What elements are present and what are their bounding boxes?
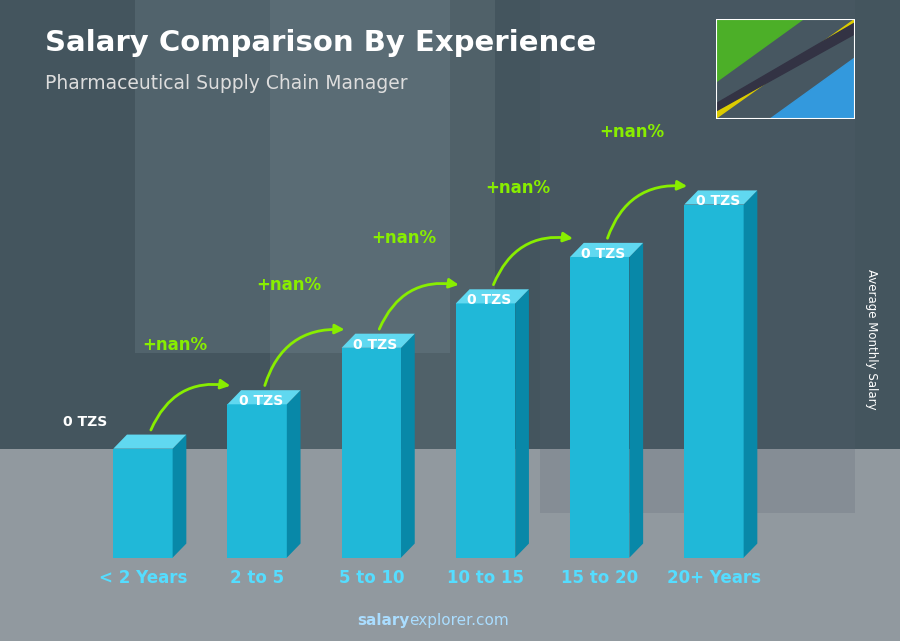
Text: salary: salary	[357, 613, 410, 628]
Polygon shape	[716, 19, 796, 77]
Text: 0 TZS: 0 TZS	[353, 338, 397, 352]
Polygon shape	[629, 243, 643, 558]
Bar	[342, 348, 401, 558]
Text: 0 TZS: 0 TZS	[63, 415, 107, 429]
Text: Salary Comparison By Experience: Salary Comparison By Experience	[45, 29, 596, 57]
Text: Pharmaceutical Supply Chain Manager: Pharmaceutical Supply Chain Manager	[45, 74, 408, 93]
Text: Average Monthly Salary: Average Monthly Salary	[865, 269, 878, 410]
Polygon shape	[716, 19, 802, 81]
Text: +nan%: +nan%	[485, 179, 550, 197]
Bar	[455, 303, 515, 558]
Text: +nan%: +nan%	[142, 336, 208, 354]
Text: +nan%: +nan%	[256, 276, 321, 294]
Polygon shape	[716, 19, 855, 119]
Polygon shape	[515, 289, 529, 558]
Polygon shape	[716, 23, 855, 112]
Polygon shape	[113, 435, 186, 449]
Polygon shape	[342, 334, 415, 348]
Bar	[113, 449, 173, 558]
Text: 0 TZS: 0 TZS	[581, 247, 625, 261]
Text: 0 TZS: 0 TZS	[696, 194, 740, 208]
Bar	[540, 0, 855, 513]
Polygon shape	[228, 390, 301, 404]
Polygon shape	[774, 61, 855, 119]
Text: 0 TZS: 0 TZS	[238, 394, 284, 408]
Text: 0 TZS: 0 TZS	[467, 294, 511, 307]
Text: explorer.com: explorer.com	[410, 613, 509, 628]
Polygon shape	[769, 57, 855, 119]
Bar	[270, 0, 495, 449]
Text: +nan%: +nan%	[599, 123, 664, 141]
Polygon shape	[455, 289, 529, 303]
Polygon shape	[173, 435, 186, 558]
Bar	[570, 257, 629, 558]
Polygon shape	[570, 243, 644, 257]
Text: +nan%: +nan%	[371, 228, 436, 247]
Polygon shape	[401, 334, 415, 558]
Polygon shape	[684, 190, 757, 204]
Polygon shape	[287, 390, 301, 558]
Bar	[228, 404, 287, 558]
Polygon shape	[743, 190, 757, 558]
Bar	[135, 0, 450, 353]
Bar	[684, 204, 743, 558]
Bar	[0, 0, 900, 449]
